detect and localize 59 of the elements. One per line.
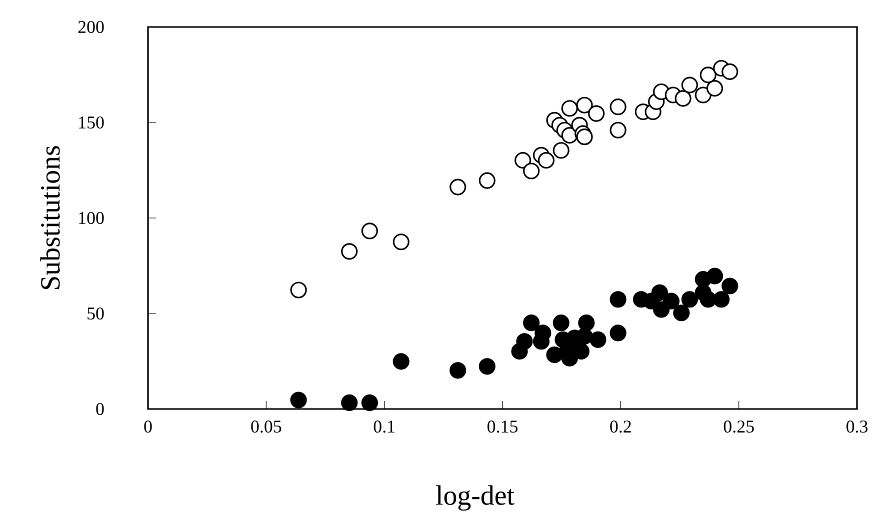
- point: [588, 105, 605, 122]
- point: [578, 314, 595, 332]
- point: [700, 291, 716, 308]
- point: [590, 331, 606, 348]
- x-tick-label: 0.25: [724, 420, 754, 433]
- point: [706, 80, 724, 97]
- point: [450, 178, 466, 196]
- point: [341, 243, 358, 260]
- x-tick-label: 0.15: [488, 420, 518, 433]
- x-axis-title: log-det: [436, 485, 514, 511]
- point: [478, 358, 496, 375]
- point: [341, 394, 358, 411]
- point: [662, 292, 680, 310]
- point: [713, 291, 730, 308]
- point: [290, 282, 307, 298]
- x-tick-label: 0.1: [374, 420, 394, 433]
- point: [361, 394, 378, 411]
- point: [392, 353, 410, 370]
- point: [700, 66, 716, 84]
- y-tick-label: 100: [79, 212, 104, 224]
- point: [392, 234, 410, 250]
- y-tick-label: 150: [79, 116, 104, 129]
- point: [361, 222, 378, 240]
- x-tick-label: 0: [144, 420, 152, 433]
- y-tick-label: 200: [78, 20, 104, 34]
- point: [514, 152, 532, 169]
- point: [290, 392, 307, 408]
- point: [651, 284, 668, 301]
- point: [576, 96, 593, 114]
- point: [681, 76, 698, 94]
- point: [523, 162, 540, 180]
- point: [610, 98, 626, 116]
- point: [523, 314, 540, 332]
- point: [538, 152, 555, 169]
- point: [681, 291, 698, 308]
- point: [478, 172, 496, 189]
- point: [673, 304, 690, 322]
- point: [694, 86, 712, 104]
- point: [610, 291, 626, 308]
- x-tick-label: 0.05: [251, 420, 282, 433]
- point: [552, 314, 570, 332]
- point: [706, 268, 724, 284]
- point: [450, 362, 466, 379]
- point: [576, 128, 593, 146]
- point: [674, 90, 692, 107]
- point: [561, 100, 578, 117]
- point: [516, 333, 533, 350]
- y-tick-label: 0: [96, 402, 104, 416]
- x-tick-label: 0.3: [846, 420, 868, 433]
- point: [610, 324, 626, 342]
- point: [546, 346, 563, 364]
- point: [552, 142, 570, 159]
- point: [610, 122, 626, 138]
- y-tick-label: 50: [88, 307, 104, 320]
- point: [576, 328, 593, 345]
- y-axis-title: Substitutions: [40, 146, 60, 289]
- x-tick-label: 0.2: [610, 420, 631, 433]
- point: [722, 278, 738, 294]
- point: [722, 63, 738, 80]
